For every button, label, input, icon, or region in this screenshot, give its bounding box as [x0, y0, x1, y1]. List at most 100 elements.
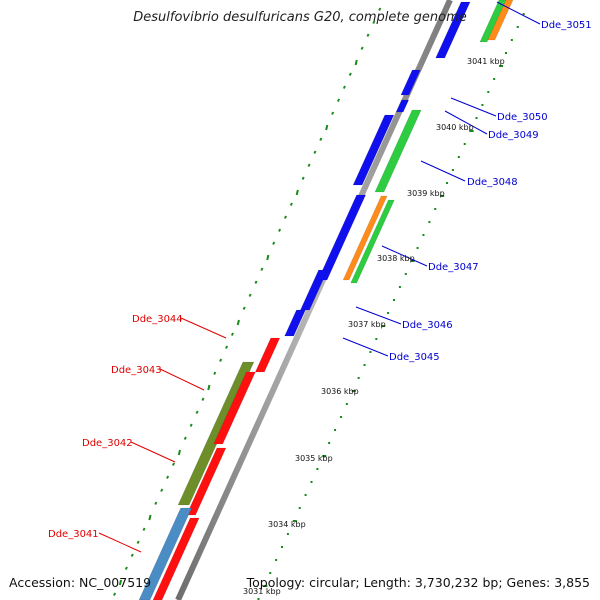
tick-mark [136, 540, 140, 544]
forward-gene-bar [400, 69, 421, 96]
reverse-gene-bar [152, 517, 200, 600]
leader-line [496, 1, 541, 25]
gene-label[interactable]: Dde_3049 [488, 130, 539, 141]
tick-mark [301, 176, 305, 180]
leader-line [450, 97, 497, 117]
tick-mark [172, 462, 176, 466]
reverse-gene-labels: Dde_3041 Dde_3042 Dde_3043 Dde_3044 [48, 314, 183, 540]
leader-line [159, 368, 205, 391]
kbp-label: 3034 kbp [268, 520, 306, 529]
reverse-gene-bar [138, 507, 193, 600]
tick-mark [142, 527, 146, 531]
tick-mark [154, 501, 158, 505]
forward-gene-bar [350, 199, 395, 284]
tick-mark [319, 137, 323, 141]
tick-mark [289, 202, 293, 206]
genome-summary-text: Topology: circular; Length: 3,730,232 bp… [246, 575, 590, 590]
outer-tick-track [257, 13, 525, 600]
tick-mark [113, 592, 117, 596]
kbp-label: 3036 kbp [321, 387, 359, 396]
reverse-gene-bar [213, 371, 256, 445]
tick-mark [278, 228, 282, 232]
tick-mark [183, 436, 187, 440]
kbp-label: 3037 kbp [348, 320, 386, 329]
tick-mark [266, 254, 270, 261]
tick-mark [242, 306, 246, 310]
label-leader-lines [98, 1, 541, 553]
tick-mark [342, 85, 346, 89]
tick-mark [124, 566, 128, 570]
tick-mark [325, 124, 329, 131]
tick-mark [166, 475, 170, 479]
tick-mark [225, 345, 229, 349]
forward-gene-bar [352, 114, 395, 186]
tick-mark [360, 46, 364, 50]
inner-tick-track [113, 7, 382, 596]
gene-label[interactable]: Dde_3041 [48, 529, 99, 540]
tick-mark [366, 33, 370, 37]
tick-mark [177, 449, 181, 456]
leader-line [342, 337, 389, 357]
tick-mark [189, 423, 193, 427]
accession-text: Accession: NC_007519 [9, 575, 152, 590]
gene-label[interactable]: Dde_3048 [467, 177, 518, 188]
gene-label[interactable]: Dde_3050 [497, 112, 548, 123]
tick-mark [295, 189, 299, 196]
gene-label[interactable]: Dde_3044 [132, 314, 183, 325]
tick-mark [201, 397, 205, 401]
tick-mark [331, 111, 335, 115]
forward-gene-bar [342, 195, 388, 281]
tick-mark [307, 163, 311, 167]
tick-mark [219, 358, 223, 362]
gene-label[interactable]: Dde_3046 [402, 320, 453, 331]
tick-mark [207, 384, 211, 391]
forward-gene-bar [284, 309, 306, 337]
map-title: Desulfovibrio desulfuricans G20, complet… [133, 10, 467, 25]
leader-line [180, 317, 227, 339]
gene-features [138, 0, 514, 600]
gene-label[interactable]: Dde_3051 [541, 20, 592, 31]
leader-line [420, 160, 466, 182]
leader-line [355, 306, 402, 325]
tick-mark [195, 410, 199, 414]
leader-line [444, 110, 488, 135]
gene-label[interactable]: Dde_3042 [82, 438, 133, 449]
kbp-scale: 3031 kbp 3034 kbp 3035 kbp 3036 kbp 3037… [243, 57, 505, 596]
tick-mark [313, 150, 317, 154]
forward-gene-bar [479, 0, 507, 43]
kbp-label: 3035 kbp [295, 454, 333, 463]
kbp-label: 3031 kbp [243, 587, 281, 596]
kbp-label: 3041 kbp [467, 57, 505, 66]
gene-label[interactable]: Dde_3047 [428, 262, 479, 273]
gene-label[interactable]: Dde_3045 [389, 352, 440, 363]
reverse-gene-bar [186, 447, 227, 516]
forward-gene-labels: Dde_3045 Dde_3046 Dde_3047 Dde_3048 Dde_… [389, 20, 592, 363]
reverse-gene-bar [254, 337, 281, 373]
tick-mark [254, 280, 258, 284]
tick-mark [348, 72, 352, 76]
leader-line [381, 245, 428, 267]
kbp-label: 3039 kbp [407, 189, 445, 198]
tick-mark [283, 215, 287, 219]
tick-mark [378, 7, 382, 11]
forward-gene-bar [395, 99, 410, 113]
forward-gene-bar [317, 194, 367, 281]
tick-mark [372, 20, 376, 24]
kbp-label: 3040 kbp [436, 123, 474, 132]
forward-gene-bar [300, 269, 329, 311]
leader-line [130, 441, 176, 463]
tick-mark [148, 514, 152, 521]
tick-mark [260, 267, 264, 271]
tick-mark [130, 553, 134, 557]
tick-mark [354, 59, 358, 66]
tick-mark [248, 293, 252, 297]
tick-mark [272, 241, 276, 245]
tick-mark [160, 488, 164, 492]
gene-label[interactable]: Dde_3043 [111, 365, 162, 376]
forward-gene-bar [374, 109, 422, 193]
tick-mark [230, 332, 234, 336]
leader-line [98, 532, 142, 553]
tick-mark [118, 579, 123, 586]
forward-gene-bar [435, 1, 471, 59]
